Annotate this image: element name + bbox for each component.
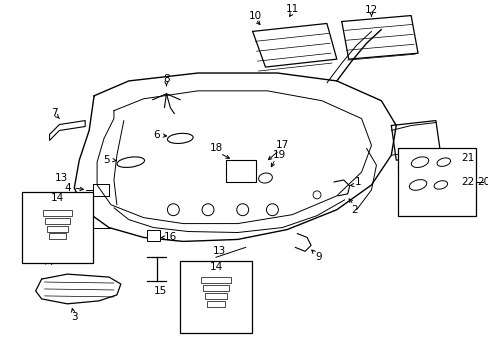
Bar [44, 218, 70, 224]
Text: 20: 20 [476, 177, 488, 187]
Text: 11: 11 [285, 4, 298, 14]
Ellipse shape [410, 157, 428, 167]
Text: 6: 6 [153, 130, 160, 140]
Text: 2: 2 [350, 205, 357, 215]
Text: 1: 1 [355, 177, 361, 187]
Text: 13: 13 [213, 246, 226, 256]
Text: 15: 15 [154, 286, 167, 296]
Bar [397, 148, 474, 216]
Ellipse shape [408, 180, 426, 190]
Bar [48, 234, 66, 239]
Ellipse shape [258, 173, 272, 183]
Text: 13: 13 [55, 173, 68, 183]
Text: 3: 3 [71, 312, 78, 322]
Text: 10: 10 [248, 10, 262, 21]
Text: 16: 16 [163, 233, 177, 242]
Bar [22, 192, 93, 263]
Text: 21: 21 [460, 153, 473, 163]
Bar [206, 301, 224, 307]
Ellipse shape [433, 181, 447, 189]
Bar [203, 285, 228, 291]
Text: 9: 9 [315, 252, 322, 262]
Text: 4: 4 [64, 183, 71, 193]
Text: 12: 12 [364, 5, 377, 15]
Text: 7: 7 [51, 108, 58, 118]
Text: 17: 17 [275, 140, 288, 150]
Bar [204, 293, 226, 299]
Ellipse shape [117, 157, 144, 167]
Text: 19: 19 [272, 150, 285, 160]
Text: 14: 14 [209, 262, 222, 272]
Circle shape [202, 204, 214, 216]
Bar [225, 160, 255, 182]
Ellipse shape [436, 158, 449, 166]
Circle shape [236, 204, 248, 216]
Bar [42, 210, 72, 216]
Circle shape [312, 191, 320, 199]
Circle shape [167, 204, 179, 216]
Bar [146, 230, 160, 242]
Text: 22: 22 [460, 177, 473, 187]
Text: 14: 14 [51, 193, 64, 203]
Text: 18: 18 [209, 143, 222, 153]
Bar [201, 277, 230, 283]
Ellipse shape [167, 133, 193, 143]
Circle shape [266, 204, 278, 216]
Text: 8: 8 [163, 74, 169, 84]
Text: 5: 5 [103, 155, 110, 165]
Bar [46, 226, 68, 231]
Bar [180, 261, 251, 333]
